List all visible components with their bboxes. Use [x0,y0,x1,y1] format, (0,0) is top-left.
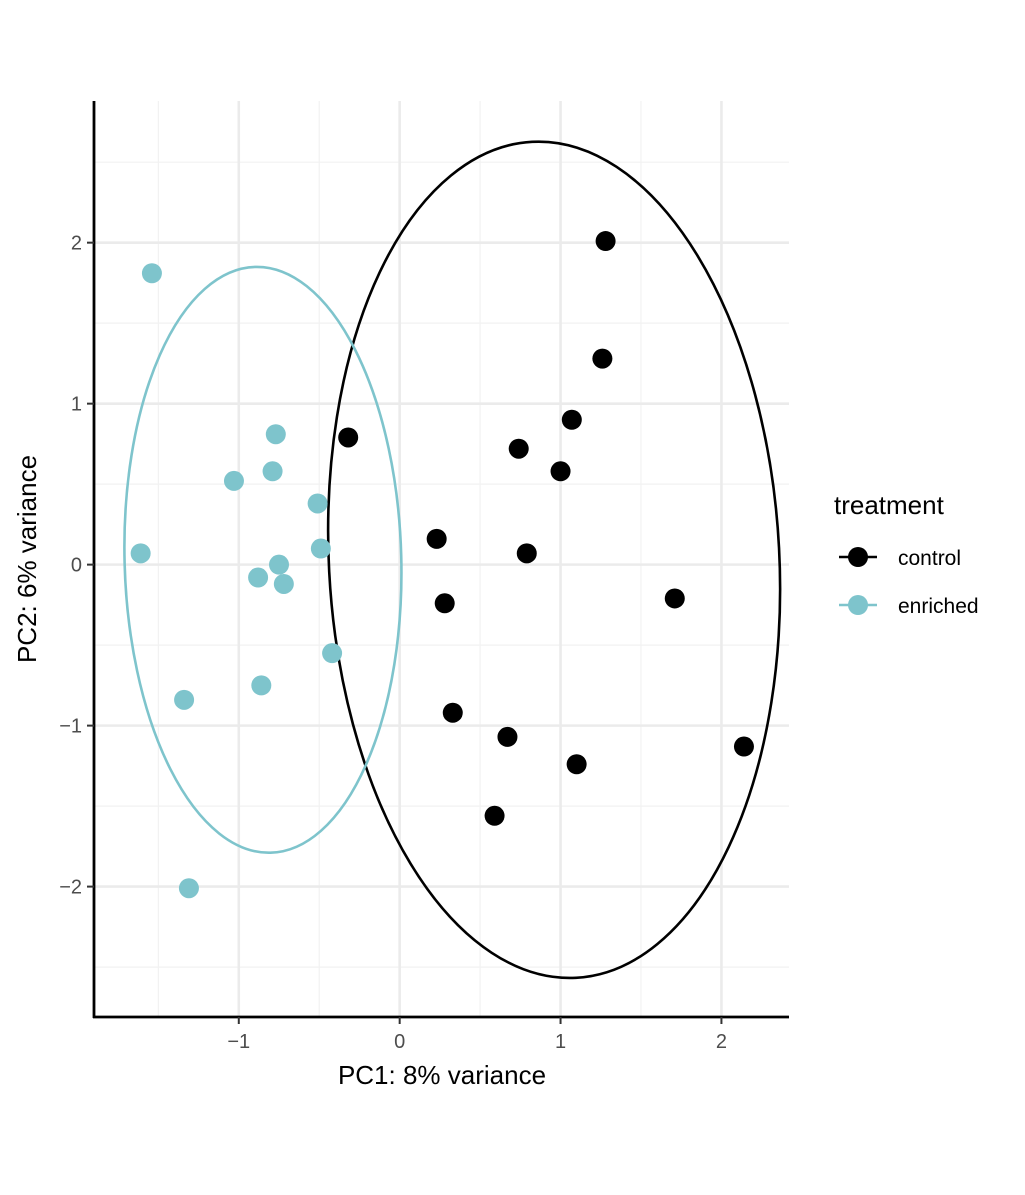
point-enriched [307,493,328,514]
point-enriched [223,470,244,491]
y-axis-title: PC2: 6% variance [12,455,42,663]
point-enriched [248,567,269,588]
point-enriched [174,689,195,710]
ellipse-control [326,140,782,980]
x-tick-label: −1 [227,1031,250,1053]
y-tick-label: 2 [71,233,82,255]
point-control [664,588,685,609]
point-control [550,461,571,482]
data-points [130,231,754,899]
point-enriched [141,263,162,284]
point-control [338,427,359,448]
point-enriched [273,573,294,594]
legend: treatment control enriched [834,490,979,618]
x-tick-label: 2 [716,1031,727,1053]
legend-title: treatment [834,490,945,520]
point-enriched [310,538,331,559]
grid-minor [94,101,789,1017]
y-axis-ticks: −2 −1 0 1 2 [59,233,94,899]
confidence-ellipses [123,140,782,980]
legend-key-point-enriched [848,595,868,615]
legend-key-point-control [848,547,868,567]
point-control [566,754,587,775]
ellipse-enriched [123,265,403,855]
y-tick-label: 0 [71,555,82,577]
grid-major [94,101,789,1017]
point-control [595,231,616,252]
axes [92,101,789,1019]
point-enriched [322,643,343,664]
point-control [497,726,518,747]
point-control [733,736,754,757]
x-axis-ticks: −1 0 1 2 [227,1017,727,1053]
point-control [561,409,582,430]
x-tick-label: 1 [555,1031,566,1053]
point-control [516,543,537,564]
point-control [508,438,529,459]
x-axis-title: PC1: 8% variance [338,1060,546,1090]
legend-label-enriched: enriched [898,595,979,618]
point-enriched [269,554,290,575]
point-enriched [265,424,286,445]
y-tick-label: −2 [59,877,82,899]
point-enriched [262,461,283,482]
legend-label-control: control [898,547,961,570]
point-control [434,593,455,614]
point-control [442,702,463,723]
point-enriched [251,675,272,696]
point-enriched [130,543,151,564]
x-tick-label: 0 [394,1031,405,1053]
legend-items: control enriched [839,547,979,618]
y-tick-label: −1 [59,716,82,738]
point-control [484,805,505,826]
point-control [592,348,613,369]
point-control [426,528,447,549]
point-enriched [178,878,199,899]
y-tick-label: 1 [71,394,82,416]
